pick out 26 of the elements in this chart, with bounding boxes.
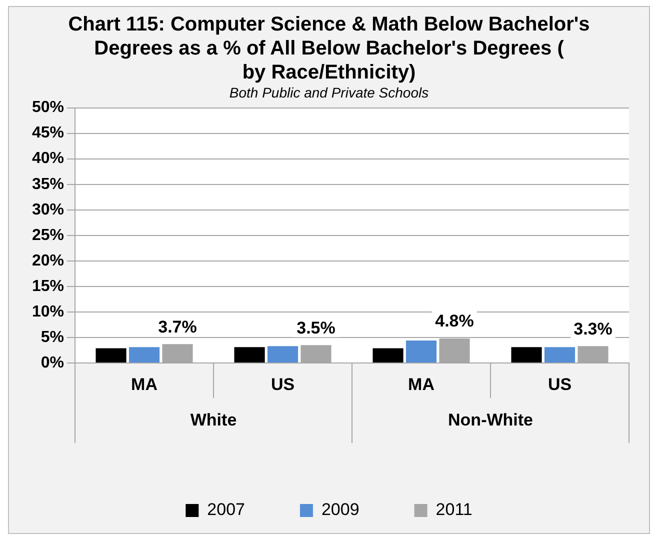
y-tick-label: 15%: [32, 278, 64, 295]
data-label: 3.5%: [296, 318, 336, 338]
x-tick-label: MA: [408, 374, 434, 394]
data-label: 3.7%: [158, 317, 197, 336]
y-tick-label: 30%: [32, 201, 64, 218]
chart-subtitle: Both Public and Private Schools: [229, 84, 429, 100]
legend-label: 2009: [321, 500, 360, 520]
x-tick-label: US: [548, 374, 572, 394]
y-tick-label: 45%: [32, 124, 64, 142]
x-tick-label: US: [270, 374, 295, 394]
y-tick-label: 40%: [32, 150, 64, 168]
text: Non-White: [448, 410, 533, 430]
y-tick-label: 25%: [32, 226, 64, 244]
legend-label: 2011: [436, 500, 472, 520]
y-tick-label: 0%: [40, 354, 64, 372]
y-tick-label: 20%: [32, 252, 64, 270]
x-tick-label: MA: [131, 374, 158, 394]
text: White: [190, 410, 237, 430]
data-label: 4.8%: [435, 312, 474, 331]
y-tick-label: 10%: [32, 303, 64, 320]
chart-title: Chart 115: Computer Science & Math Below Bachelor's Degrees as a % of All Below Bachelor's Degrees (by Race/Ethnicity): [68, 14, 590, 84]
data-label: 3.3%: [574, 319, 612, 338]
y-tick-label: 35%: [32, 176, 64, 193]
y-tick-label: 5%: [40, 328, 64, 346]
y-tick-label: 50%: [32, 99, 64, 116]
legend-label: 2007: [207, 500, 245, 520]
